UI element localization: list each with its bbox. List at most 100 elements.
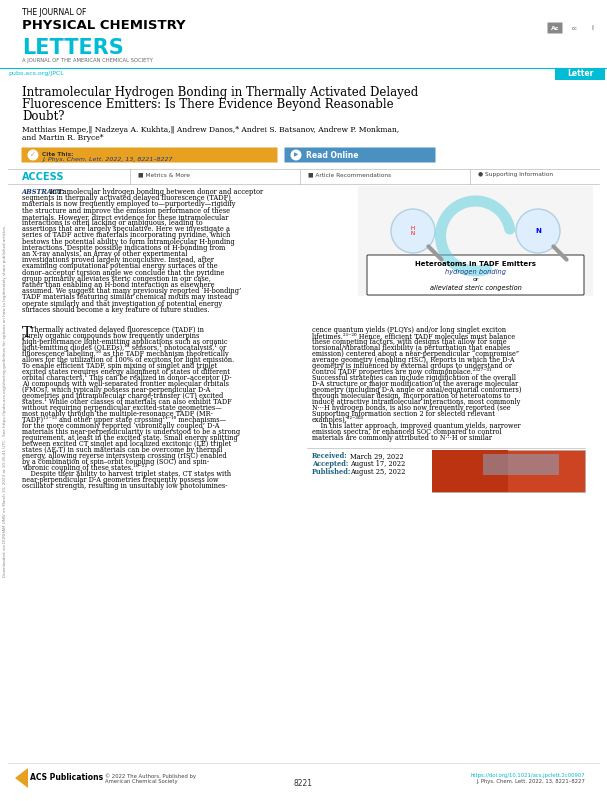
Text: TADF)¹¹⁻¹³ and other upper state crossing¹⁴⁻¹⁶ mechanisms—: TADF)¹¹⁻¹³ and other upper state crossin… bbox=[22, 416, 226, 424]
Text: hydrogen bonding: hydrogen bonding bbox=[445, 269, 506, 275]
Circle shape bbox=[391, 209, 435, 253]
Text: examining computational potential energy surfaces of the: examining computational potential energy… bbox=[22, 263, 218, 271]
Text: between excited CT singlet and localized excitonic (LE) triplet: between excited CT singlet and localized… bbox=[22, 440, 231, 448]
Text: ACS Publications: ACS Publications bbox=[30, 774, 103, 783]
Text: materials is now frequently employed to—purportedly—rigidify: materials is now frequently employed to—… bbox=[22, 200, 236, 208]
Text: Despite their ability to harvest triplet states, CT states with: Despite their ability to harvest triplet… bbox=[22, 470, 231, 478]
Polygon shape bbox=[15, 768, 28, 788]
Text: examples).³²⁻³⁶³: examples).³²⁻³⁶³ bbox=[312, 416, 364, 424]
Text: geometry is influenced by external groups to understand or: geometry is influenced by external group… bbox=[312, 362, 512, 370]
Text: geometries and intramolecular charge-transfer (CT) excited: geometries and intramolecular charge-tra… bbox=[22, 392, 223, 400]
Text: Letter: Letter bbox=[567, 70, 593, 78]
Text: for the more commonly reported ‘vibronically coupled’ D-A: for the more commonly reported ‘vibronic… bbox=[22, 422, 220, 430]
Text: without requiring perpendicular excited-state geometries—: without requiring perpendicular excited-… bbox=[22, 404, 222, 412]
Text: Thermally activated delayed fluorescence (TADF) in: Thermally activated delayed fluorescence… bbox=[30, 326, 204, 334]
Text: A JOURNAL OF THE AMERICAN CHEMICAL SOCIETY: A JOURNAL OF THE AMERICAN CHEMICAL SOCIE… bbox=[22, 58, 153, 63]
Text: pubs.acs.org/JPCL: pubs.acs.org/JPCL bbox=[8, 71, 64, 76]
Text: high-performance light-emitting applications such as organic: high-performance light-emitting applicat… bbox=[22, 338, 228, 346]
Text: the structure and improve the emission performance of these: the structure and improve the emission p… bbox=[22, 207, 230, 215]
Text: these competing factors, with designs that allow for some: these competing factors, with designs th… bbox=[312, 338, 507, 346]
Text: torsional/vibrational flexibility (a perturbation that enables: torsional/vibrational flexibility (a per… bbox=[312, 344, 510, 352]
Text: Read Online: Read Online bbox=[306, 151, 359, 159]
Text: by a combination of spin–orbit coupling (SOC) and spin-: by a combination of spin–orbit coupling … bbox=[22, 458, 209, 466]
Circle shape bbox=[516, 209, 560, 253]
Text: Intramolecular Hydrogen Bonding in Thermally Activated Delayed: Intramolecular Hydrogen Bonding in Therm… bbox=[22, 86, 418, 99]
Text: vibronic coupling of these states.¹⁶⁻²²: vibronic coupling of these states.¹⁶⁻²² bbox=[22, 464, 147, 472]
Text: D-A structure or major modification of the average molecular: D-A structure or major modification of t… bbox=[312, 380, 518, 388]
Text: Matthias Hempe,‖ Nadzeya A. Kukhta,‖ Andrew Danos,* Andrei S. Batsanov, Andrew P: Matthias Hempe,‖ Nadzeya A. Kukhta,‖ And… bbox=[22, 126, 399, 134]
Text: group primarily alleviates steric congestion in our case,: group primarily alleviates steric conges… bbox=[22, 275, 211, 283]
Text: geometry (including D-A angle or axial/equatorial conformers): geometry (including D-A angle or axial/e… bbox=[312, 386, 521, 394]
Text: T: T bbox=[22, 326, 32, 340]
Text: Cite This:: Cite This: bbox=[42, 152, 73, 157]
Circle shape bbox=[291, 150, 302, 160]
Text: bestows the potential ability to form intramolecular H-bonding: bestows the potential ability to form in… bbox=[22, 238, 235, 246]
Text: A) compounds with well-separated frontier molecular orbitals: A) compounds with well-separated frontie… bbox=[22, 380, 229, 388]
Text: J. Phys. Chem. Lett. 2022, 13, 8221–8227: J. Phys. Chem. Lett. 2022, 13, 8221–8227 bbox=[476, 779, 585, 784]
Text: rather than enabling an H-bond interaction as elsewhere: rather than enabling an H-bond interacti… bbox=[22, 281, 215, 289]
Text: and Martin R. Bryce*: and Martin R. Bryce* bbox=[22, 134, 104, 142]
Text: Fluorescence Emitters: Is There Evidence Beyond Reasonable: Fluorescence Emitters: Is There Evidence… bbox=[22, 98, 393, 111]
Text: ■ Metrics & More: ■ Metrics & More bbox=[138, 172, 190, 177]
Text: © 2022 The Authors. Published by: © 2022 The Authors. Published by bbox=[105, 773, 196, 779]
Circle shape bbox=[27, 150, 38, 160]
Text: donor–acceptor torsion angle we conclude that the pyridine: donor–acceptor torsion angle we conclude… bbox=[22, 268, 225, 276]
Text: (FMOs), which typically possess near-perpendicular D-A: (FMOs), which typically possess near-per… bbox=[22, 386, 211, 394]
Text: materials. However, direct evidence for these intramolecular: materials. However, direct evidence for … bbox=[22, 213, 228, 221]
Text: or: or bbox=[472, 277, 479, 282]
Text: THE JOURNAL OF: THE JOURNAL OF bbox=[22, 8, 86, 17]
FancyBboxPatch shape bbox=[548, 22, 563, 34]
Bar bbox=[555, 68, 605, 80]
Text: states (ΔEₛT) in such materials can be overcome by thermal: states (ΔEₛT) in such materials can be o… bbox=[22, 446, 222, 454]
Text: August 17, 2022: August 17, 2022 bbox=[350, 460, 405, 468]
Text: states.¹ While other classes of materials can also exhibit TADF: states.¹ While other classes of material… bbox=[22, 398, 232, 406]
Text: August 25, 2022: August 25, 2022 bbox=[350, 468, 405, 476]
Text: light-emitting diodes (OLEDs),¹² sensors,¹ photocatalysis,¹ or: light-emitting diodes (OLEDs),¹² sensors… bbox=[22, 344, 226, 352]
FancyBboxPatch shape bbox=[285, 147, 435, 163]
Bar bbox=[432, 450, 508, 492]
Text: LETTERS: LETTERS bbox=[22, 38, 124, 58]
Text: materials this near-perpendicularity is understood to be a strong: materials this near-perpendicularity is … bbox=[22, 428, 240, 436]
Text: To enable efficient TADF, spin mixing of singlet and triplet: To enable efficient TADF, spin mixing of… bbox=[22, 362, 217, 370]
Text: materials are commonly attributed to N···H or similar: materials are commonly attributed to N··… bbox=[312, 434, 492, 442]
Text: J. Phys. Chem. Lett. 2022, 13, 8221–8227: J. Phys. Chem. Lett. 2022, 13, 8221–8227 bbox=[42, 157, 172, 162]
Text: N: N bbox=[535, 228, 541, 234]
Text: orbital characters.¹ This can be realized in donor–acceptor (D-: orbital characters.¹ This can be realize… bbox=[22, 374, 232, 382]
Text: purely organic compounds now frequently underpins: purely organic compounds now frequently … bbox=[22, 332, 199, 340]
Text: March 29, 2022: March 29, 2022 bbox=[350, 452, 404, 460]
Text: ABSTRACT:: ABSTRACT: bbox=[22, 188, 66, 196]
Text: lifetimes.²³⁻²⁶ Hence, efficient TADF molecules must balance: lifetimes.²³⁻²⁶ Hence, efficient TADF mo… bbox=[312, 332, 515, 340]
Text: excited states requires energy alignment of states of different: excited states requires energy alignment… bbox=[22, 368, 230, 376]
Text: interactions. Despite possible indications of H-bonding from: interactions. Despite possible indicatio… bbox=[22, 244, 225, 252]
Text: average geometry (enabling rISC). Reports in which the D-A: average geometry (enabling rISC). Report… bbox=[312, 356, 515, 364]
Text: 8221: 8221 bbox=[294, 779, 313, 788]
Text: assertions that are largely speculative. Here we investigate a: assertions that are largely speculative.… bbox=[22, 225, 230, 233]
Text: most notably through the multiple-resonance TADF (MR-: most notably through the multiple-resona… bbox=[22, 410, 213, 418]
Text: ACCESS: ACCESS bbox=[22, 172, 64, 182]
Text: cc: cc bbox=[572, 26, 578, 30]
Bar bbox=[358, 186, 593, 296]
Text: an X-ray analysis, an array of other experimental: an X-ray analysis, an array of other exp… bbox=[22, 250, 188, 258]
Bar bbox=[15, 767, 90, 789]
Text: Successful strategies can include rigidification of the overall: Successful strategies can include rigidi… bbox=[312, 374, 516, 382]
Text: TADF materials featuring similar chemical motifs may instead: TADF materials featuring similar chemica… bbox=[22, 293, 232, 301]
Text: https://doi.org/10.1021/acs.jpclett.2c00907: https://doi.org/10.1021/acs.jpclett.2c00… bbox=[470, 773, 585, 778]
Text: oscillator strength, resulting in unsuitably low photolumines-: oscillator strength, resulting in unsuit… bbox=[22, 481, 228, 489]
Text: segments in thermally activated delayed fluorescence (TADF): segments in thermally activated delayed … bbox=[22, 194, 231, 202]
Text: fluorescence labeling,¹⁶ as the TADF mechanism theoretically: fluorescence labeling,¹⁶ as the TADF mec… bbox=[22, 350, 229, 358]
Text: ■ Article Recommendations: ■ Article Recommendations bbox=[308, 172, 391, 177]
Text: emission spectra, or enhanced SOC compared to control: emission spectra, or enhanced SOC compar… bbox=[312, 428, 501, 436]
Text: interactions is often lacking or ambiguous, leading to: interactions is often lacking or ambiguo… bbox=[22, 219, 203, 227]
Text: induce attractive intramolecular interactions, most commonly: induce attractive intramolecular interac… bbox=[312, 398, 520, 406]
Text: control TADF properties are now commonplace.²³²⁷⁻³¹: control TADF properties are now commonpl… bbox=[312, 368, 492, 376]
Text: H
N: H N bbox=[411, 226, 415, 236]
Text: investigations proved largely inconclusive. Instead, after: investigations proved largely inconclusi… bbox=[22, 256, 214, 264]
Text: alleviated steric congestion: alleviated steric congestion bbox=[430, 285, 521, 291]
Text: Received:: Received: bbox=[312, 452, 348, 460]
Text: Downloaded via DURHAM UNIV on March 31, 2023 at 10:35:41 UTC.  See https://pubs.: Downloaded via DURHAM UNIV on March 31, … bbox=[3, 225, 7, 577]
Text: energy, allowing reverse intersystem crossing (rISC) enabled: energy, allowing reverse intersystem cro… bbox=[22, 452, 226, 460]
Text: Published:: Published: bbox=[312, 468, 351, 476]
Text: series of TADF active materials incorporating pyridine, which: series of TADF active materials incorpor… bbox=[22, 231, 231, 239]
Text: PHYSICAL CHEMISTRY: PHYSICAL CHEMISTRY bbox=[22, 19, 186, 32]
Bar bbox=[432, 450, 585, 492]
